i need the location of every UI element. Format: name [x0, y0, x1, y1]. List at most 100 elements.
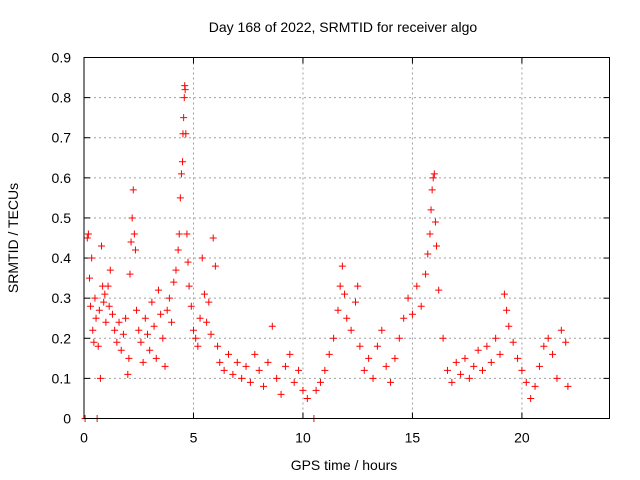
data-point — [203, 318, 211, 326]
data-point — [127, 238, 135, 246]
data-point — [352, 298, 360, 306]
data-point — [216, 358, 224, 366]
data-point — [229, 370, 237, 378]
x-axis-label: GPS time / hours — [291, 457, 398, 473]
y-tick-label: 0 — [63, 411, 71, 427]
data-point — [209, 234, 217, 242]
data-point — [242, 362, 250, 370]
x-tick-label: 10 — [295, 430, 311, 446]
grid-lines — [84, 57, 610, 419]
data-point — [378, 326, 386, 334]
data-point — [492, 334, 500, 342]
data-point — [514, 354, 522, 362]
data-point — [96, 374, 104, 382]
data-point — [509, 338, 517, 346]
data-point — [198, 254, 206, 262]
data-point — [535, 362, 543, 370]
data-point — [404, 294, 412, 302]
data-point — [200, 290, 208, 298]
data-point — [101, 290, 109, 298]
data-point — [470, 362, 478, 370]
y-tick-label: 0.7 — [52, 130, 72, 146]
data-point — [443, 366, 451, 374]
data-point — [354, 282, 362, 290]
data-point — [185, 282, 193, 290]
data-point — [94, 342, 102, 350]
data-point — [192, 334, 200, 342]
data-point — [117, 346, 125, 354]
data-point — [312, 386, 320, 394]
data-point — [487, 358, 495, 366]
data-point — [87, 302, 95, 310]
data-point — [531, 382, 539, 390]
y-tick-label: 0.5 — [52, 210, 72, 226]
data-point — [180, 114, 188, 122]
data-point — [347, 326, 355, 334]
data-point — [417, 302, 425, 310]
data-point — [102, 318, 110, 326]
data-point — [179, 158, 187, 166]
data-point — [148, 298, 156, 306]
data-points — [81, 82, 572, 422]
x-tick-label: 5 — [190, 430, 198, 446]
data-point — [264, 358, 272, 366]
data-point — [163, 306, 171, 314]
data-point — [150, 322, 158, 330]
data-point — [452, 358, 460, 366]
data-point — [457, 370, 465, 378]
data-point — [439, 334, 447, 342]
y-tick-label: 0.4 — [52, 250, 72, 266]
data-point — [500, 290, 508, 298]
data-point — [483, 342, 491, 350]
data-point — [100, 298, 108, 306]
data-point — [505, 322, 513, 330]
data-point — [225, 350, 233, 358]
data-point — [557, 326, 565, 334]
data-point — [518, 366, 526, 374]
data-point — [85, 274, 93, 282]
data-point — [382, 362, 390, 370]
data-point — [168, 318, 176, 326]
data-point — [135, 326, 143, 334]
data-point — [183, 230, 191, 238]
data-point — [286, 350, 294, 358]
data-point — [356, 342, 364, 350]
data-point — [413, 282, 421, 290]
data-point — [255, 366, 263, 374]
data-point — [430, 170, 438, 178]
data-point — [128, 214, 136, 222]
data-point — [180, 94, 188, 102]
data-point — [154, 286, 162, 294]
data-point — [130, 230, 138, 238]
data-point — [176, 194, 184, 202]
data-point — [553, 374, 561, 382]
data-point — [139, 358, 147, 366]
data-point — [540, 342, 548, 350]
data-point — [290, 378, 298, 386]
data-point — [89, 326, 97, 334]
data-point — [122, 314, 130, 322]
data-point — [391, 354, 399, 362]
data-point — [281, 362, 289, 370]
data-point — [303, 394, 311, 402]
x-tick-label: 15 — [405, 430, 421, 446]
data-point — [111, 326, 119, 334]
data-point — [88, 254, 96, 262]
y-tick-label: 0.8 — [52, 90, 72, 106]
data-point — [316, 378, 324, 386]
data-point — [496, 350, 504, 358]
data-point — [428, 186, 436, 194]
data-point — [299, 386, 307, 394]
data-point — [172, 266, 180, 274]
data-point — [174, 246, 182, 254]
data-point — [141, 314, 149, 322]
data-point — [562, 338, 570, 346]
data-point — [465, 374, 473, 382]
data-point — [92, 314, 100, 322]
data-point — [268, 322, 276, 330]
data-point — [424, 250, 432, 258]
data-point — [373, 342, 381, 350]
x-tick-labels: 0 5 10 15 20 — [80, 430, 530, 446]
data-point — [184, 258, 192, 266]
data-point — [95, 306, 103, 314]
